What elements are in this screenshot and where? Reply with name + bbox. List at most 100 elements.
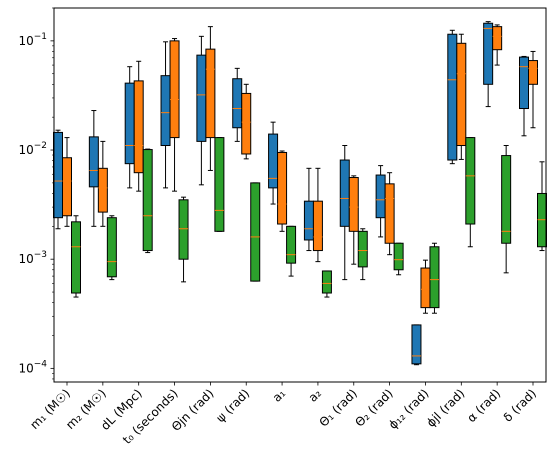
box-body bbox=[492, 26, 503, 51]
box-0-9 bbox=[375, 165, 386, 238]
box-2-6 bbox=[286, 225, 297, 277]
box-2-4 bbox=[214, 137, 225, 232]
box-body bbox=[348, 177, 359, 232]
box-body bbox=[519, 56, 529, 110]
box-0-11 bbox=[447, 29, 458, 165]
box-body bbox=[277, 151, 288, 225]
y-tick-label: 10−4 bbox=[18, 359, 47, 375]
y-tick-label: 10−2 bbox=[18, 141, 47, 157]
box-2-2 bbox=[142, 148, 153, 254]
box-body bbox=[303, 200, 314, 241]
box-body bbox=[420, 267, 431, 309]
box-body bbox=[71, 221, 81, 294]
box-body bbox=[501, 155, 512, 244]
box-body bbox=[357, 230, 368, 268]
box-2-10 bbox=[429, 242, 440, 314]
box-body bbox=[62, 157, 72, 217]
x-axis: m₁ (M☉)m₂ (M☉)dL (Mpc)t₀ (seconds)Θjn (r… bbox=[27, 382, 539, 447]
axes-frame bbox=[53, 7, 547, 383]
x-tick-label: ϕjl (rad) bbox=[424, 386, 468, 430]
box-body bbox=[393, 242, 404, 271]
box-body bbox=[384, 183, 395, 244]
box-1-7 bbox=[312, 167, 323, 263]
box-body bbox=[312, 200, 323, 252]
box-0-12 bbox=[483, 21, 494, 108]
box-0-13 bbox=[519, 55, 529, 137]
box-body bbox=[133, 80, 144, 174]
box-body bbox=[178, 199, 189, 260]
box-1-3 bbox=[169, 38, 180, 192]
box-body bbox=[232, 78, 243, 129]
box-body bbox=[429, 246, 440, 309]
box-body bbox=[97, 167, 108, 213]
box-0-2 bbox=[124, 66, 135, 189]
x-tick-label: a₂ bbox=[306, 386, 325, 405]
box-2-5 bbox=[250, 182, 261, 282]
box-body bbox=[88, 136, 99, 188]
plot-area bbox=[53, 21, 547, 366]
box-body bbox=[241, 92, 252, 155]
box-body bbox=[447, 33, 458, 161]
box-1-13 bbox=[528, 50, 538, 129]
box-body bbox=[124, 82, 135, 165]
x-tick-label: Θ₁ (rad) bbox=[317, 386, 360, 429]
box-0-7 bbox=[303, 167, 314, 252]
x-tick-label: α (rad) bbox=[464, 386, 503, 425]
box-2-7 bbox=[321, 270, 332, 298]
box-body bbox=[205, 48, 216, 139]
box-1-12 bbox=[492, 24, 503, 66]
box-body bbox=[106, 217, 117, 278]
y-tick-label: 10−3 bbox=[18, 250, 47, 266]
box-2-12 bbox=[501, 145, 512, 274]
box-0-6 bbox=[268, 121, 279, 205]
box-2-0 bbox=[71, 215, 81, 298]
box-2-3 bbox=[178, 196, 189, 283]
box-body bbox=[53, 131, 63, 219]
box-0-3 bbox=[160, 41, 171, 189]
box-1-0 bbox=[62, 137, 72, 227]
box-2-8 bbox=[357, 228, 368, 281]
box-body bbox=[483, 22, 494, 85]
x-tick-label: ϕ₁₂ (rad) bbox=[386, 386, 432, 432]
box-2-9 bbox=[393, 242, 404, 276]
x-tick-label: a₁ bbox=[270, 386, 289, 405]
y-axis: 10−4 10−3 10−2 10−1 bbox=[18, 7, 54, 380]
box-body bbox=[214, 137, 225, 232]
box-1-11 bbox=[456, 33, 467, 160]
box-0-0 bbox=[53, 129, 63, 230]
y-tick-label: 10−1 bbox=[18, 32, 47, 48]
x-tick-label: ψ (rad) bbox=[213, 386, 252, 425]
box-2-11 bbox=[465, 137, 476, 248]
box-body bbox=[268, 133, 279, 189]
box-body bbox=[528, 60, 538, 85]
x-tick-label: δ (rad) bbox=[501, 386, 539, 424]
box-0-4 bbox=[196, 35, 207, 186]
box-body bbox=[286, 225, 297, 264]
box-body bbox=[465, 137, 476, 225]
box-body bbox=[169, 40, 180, 139]
box-1-8 bbox=[348, 175, 359, 265]
box-1-9 bbox=[384, 172, 395, 256]
box-body bbox=[456, 42, 467, 147]
box-body bbox=[250, 182, 261, 282]
box-0-10 bbox=[411, 324, 422, 366]
box-body bbox=[411, 324, 422, 365]
box-2-1 bbox=[106, 215, 117, 281]
box-0-8 bbox=[339, 145, 350, 281]
box-1-4 bbox=[205, 26, 216, 171]
box-0-1 bbox=[88, 110, 99, 227]
box-2-13 bbox=[537, 161, 547, 252]
box-1-10 bbox=[420, 259, 431, 314]
box-1-6 bbox=[277, 150, 288, 232]
box-1-2 bbox=[133, 60, 144, 192]
box-1-5 bbox=[241, 83, 252, 160]
box-body bbox=[375, 174, 386, 219]
box-body bbox=[142, 149, 153, 252]
box-1-1 bbox=[97, 140, 108, 227]
box-body bbox=[196, 54, 207, 142]
box-body bbox=[321, 270, 332, 294]
box-body bbox=[339, 159, 350, 227]
box-0-5 bbox=[232, 67, 243, 142]
box-body bbox=[160, 75, 171, 147]
